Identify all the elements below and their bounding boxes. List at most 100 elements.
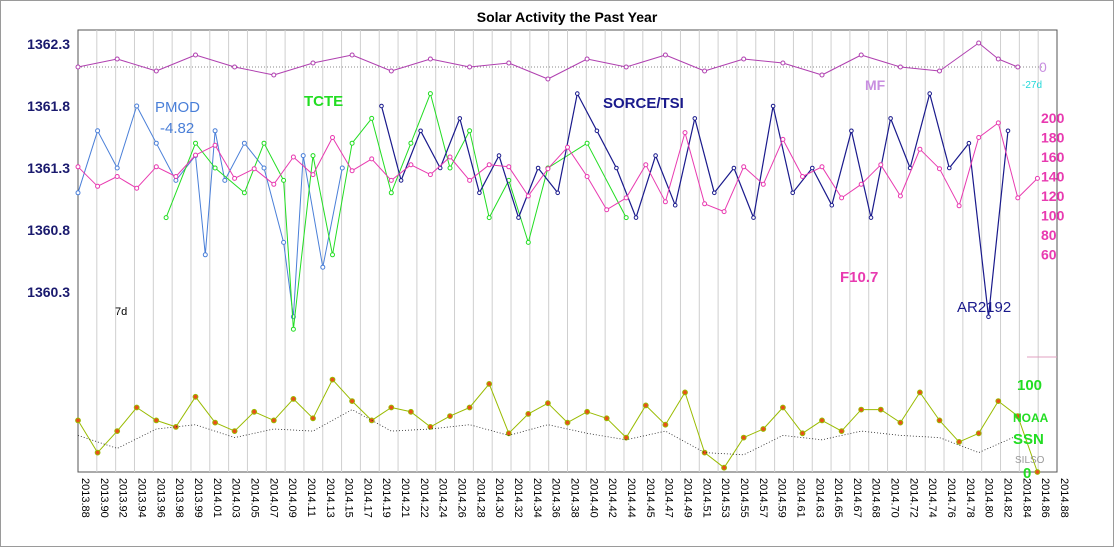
f10-7-point xyxy=(95,183,101,189)
f10-7-point xyxy=(486,162,492,168)
pmod-point xyxy=(153,140,159,146)
x-tick-label: 2013.94 xyxy=(135,478,147,518)
sorce-tsi-point xyxy=(986,314,991,320)
x-tick-label: 2014.34 xyxy=(531,478,543,518)
y-right-tick-label: 140 xyxy=(1041,169,1065,185)
x-tick-label: 2014.53 xyxy=(719,478,731,518)
sorce-tsi-point xyxy=(927,91,933,96)
mf-point xyxy=(75,64,81,70)
f10-7-point xyxy=(75,164,81,170)
f10-7-point xyxy=(467,177,473,183)
y-right-tick-label: 60 xyxy=(1041,247,1057,263)
f10-7-point xyxy=(839,195,845,201)
mf-point xyxy=(153,68,159,74)
noaa-ssn-point xyxy=(75,417,81,424)
mf-point xyxy=(584,56,590,62)
f10-7-point xyxy=(173,174,179,179)
sorce-tsi-point xyxy=(535,165,541,171)
x-tick-label: 2014.47 xyxy=(663,478,675,518)
sorce-tsi-point xyxy=(947,165,952,171)
noaa-ssn-point xyxy=(780,404,786,411)
tcte-point xyxy=(290,326,296,332)
f10-7-point xyxy=(565,144,570,150)
x-tick-label: 2014.74 xyxy=(926,478,938,518)
f10-7-point xyxy=(408,162,414,168)
tcte-point xyxy=(467,128,473,134)
x-tick-label: 2013.88 xyxy=(79,478,91,518)
mf-point xyxy=(662,52,668,58)
x-tick-label: 2013.98 xyxy=(173,478,185,518)
noaa-ssn-point xyxy=(975,430,982,437)
mf-label: MF xyxy=(865,77,886,93)
sorce-tsi-point xyxy=(457,116,463,121)
sorce-tsi-point xyxy=(810,165,815,171)
tcte-point xyxy=(163,215,169,221)
x-tick-label: 2014.32 xyxy=(512,478,524,518)
noaa-ssn-point xyxy=(799,430,806,437)
mf-scale-label: -27d xyxy=(1022,80,1042,91)
tcte-label: TCTE xyxy=(304,93,343,110)
noaa-ssn-point xyxy=(212,419,219,426)
noaa-ssn-point xyxy=(1034,469,1041,475)
noaa-ssn-point xyxy=(662,421,669,428)
noaa-ssn-point xyxy=(603,415,610,422)
noaa-ssn-point xyxy=(427,424,434,430)
noaa-ssn-point xyxy=(682,389,688,396)
x-tick-label: 2014.21 xyxy=(399,478,411,518)
x-tick-label: 2014.42 xyxy=(606,478,618,518)
f10-7-point xyxy=(153,164,159,170)
x-tick-label: 2014.72 xyxy=(907,478,919,518)
f10-7-point xyxy=(193,152,198,158)
f10-7-point xyxy=(858,181,864,187)
mf-point xyxy=(741,56,747,62)
ssn-100-label: 100 xyxy=(1017,377,1042,394)
x-tick-label: 2014.67 xyxy=(851,478,863,518)
noaa-ssn-point xyxy=(819,417,825,424)
pmod-offset-label: -4.82 xyxy=(160,120,194,137)
f10-7-point xyxy=(271,181,277,187)
chart-title: Solar Activity the Past Year xyxy=(477,9,658,25)
noaa-ssn-point xyxy=(642,402,649,409)
f10-7-point xyxy=(937,166,942,172)
f10-7-point xyxy=(780,136,786,142)
noaa-ssn-point xyxy=(231,428,238,435)
x-tick-label: 2014.17 xyxy=(361,478,373,518)
sorce-tsi-point xyxy=(477,190,482,196)
noaa-ssn-point xyxy=(525,411,532,417)
mf-point xyxy=(114,56,120,62)
f10-7-point xyxy=(427,172,433,178)
noaa-ssn-point xyxy=(623,434,630,441)
x-tick-label: 2014.86 xyxy=(1039,478,1051,518)
noaa-ssn-point xyxy=(466,404,473,411)
x-tick-label: 2014.88 xyxy=(1058,478,1070,518)
mf-point xyxy=(819,72,825,78)
x-tick-label: 2014.59 xyxy=(776,478,788,518)
x-tick-label: 2013.96 xyxy=(154,478,166,518)
noaa-ssn-point xyxy=(368,417,375,424)
f10-7-point xyxy=(388,177,394,183)
x-tick-label: 2014.40 xyxy=(587,478,599,518)
f107-label: F10.7 xyxy=(840,269,878,286)
sorce-tsi-point xyxy=(418,128,423,134)
f10-7-point xyxy=(956,203,962,209)
noaa-ssn-point xyxy=(956,439,962,445)
f10-7-point xyxy=(545,166,551,172)
sorce-tsi-point xyxy=(633,215,639,220)
x-tick-label: 2014.09 xyxy=(286,478,298,518)
mf-point xyxy=(271,72,277,78)
noaa-ssn-point xyxy=(94,449,101,456)
pmod-point xyxy=(241,140,247,146)
noaa-ssn-point xyxy=(329,376,336,383)
ar2192-label: AR2192 xyxy=(957,299,1011,316)
y-right-tick-label: 160 xyxy=(1041,149,1065,165)
x-tick-label: 2014.03 xyxy=(230,478,242,518)
noaa-ssn-point xyxy=(740,434,747,441)
tcte-point xyxy=(281,177,287,183)
pmod-point xyxy=(320,264,326,270)
sorce-tsi-point xyxy=(888,116,893,121)
f10-7-point xyxy=(330,135,335,140)
f10-7-point xyxy=(643,162,649,168)
pmod-point xyxy=(281,239,287,245)
noaa-ssn-point xyxy=(760,426,767,432)
